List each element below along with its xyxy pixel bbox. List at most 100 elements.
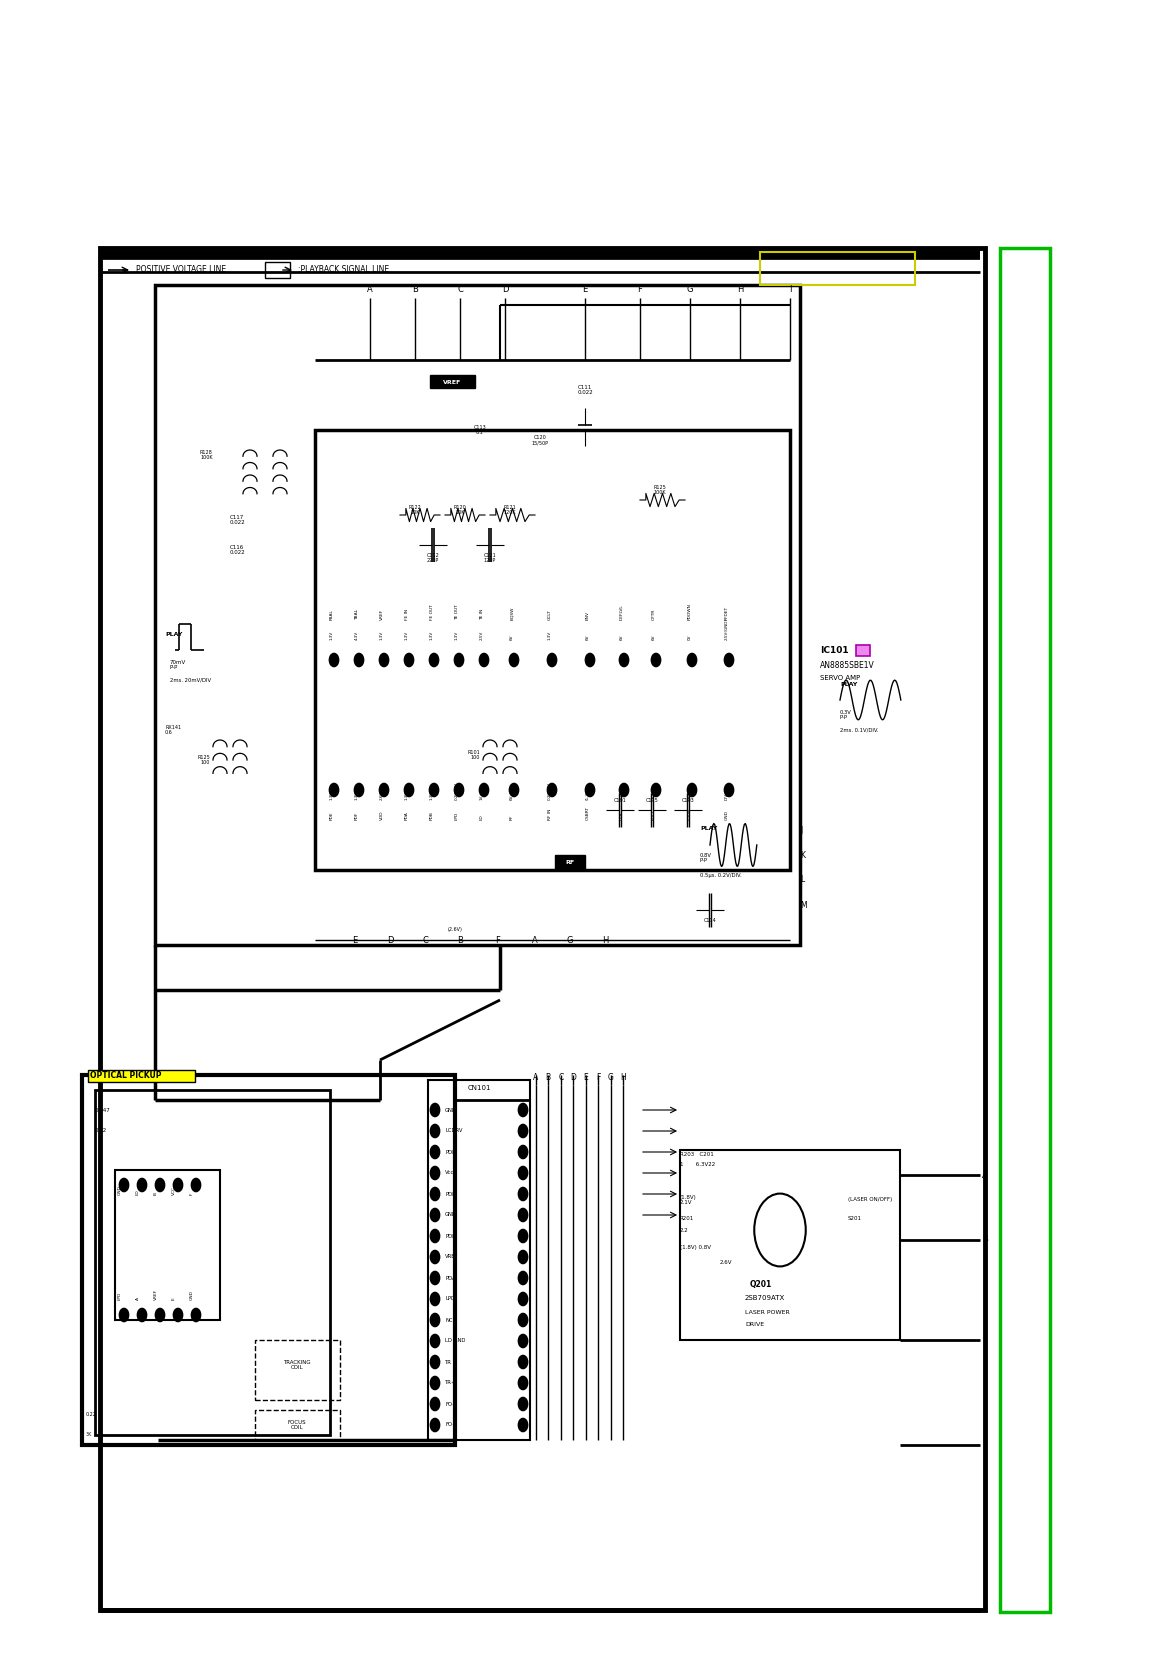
Circle shape xyxy=(518,1124,528,1137)
Text: CSBRT: CSBRT xyxy=(586,806,590,819)
Circle shape xyxy=(518,1293,528,1306)
Circle shape xyxy=(431,1314,440,1327)
Text: 1.3V: 1.3V xyxy=(431,631,434,640)
Circle shape xyxy=(431,1167,440,1180)
Bar xyxy=(428,1081,530,1440)
Circle shape xyxy=(429,654,439,667)
Text: (1.8V)
2.1V: (1.8V) 2.1V xyxy=(680,1195,697,1205)
Text: PDOWN: PDOWN xyxy=(688,602,691,621)
Text: E: E xyxy=(583,286,587,295)
Text: C103: C103 xyxy=(682,798,694,803)
Bar xyxy=(1000,248,1049,1612)
Text: OPTICAL PICKUP: OPTICAL PICKUP xyxy=(90,1071,161,1081)
Text: 1       6.3V22: 1 6.3V22 xyxy=(680,1162,715,1167)
Circle shape xyxy=(119,1178,129,1192)
Text: DIV: DIV xyxy=(725,793,729,799)
Circle shape xyxy=(585,783,594,796)
Text: 1.3V: 1.3V xyxy=(431,791,434,799)
Circle shape xyxy=(548,783,557,796)
Circle shape xyxy=(429,783,439,796)
Text: A: A xyxy=(534,1074,538,1082)
Circle shape xyxy=(431,1293,440,1306)
Text: 6V: 6V xyxy=(510,634,514,640)
Bar xyxy=(255,1341,340,1400)
Text: LCDRV: LCDRV xyxy=(445,1129,462,1134)
Text: TE IN: TE IN xyxy=(480,609,484,621)
Circle shape xyxy=(619,654,628,667)
Bar xyxy=(555,856,585,871)
Text: NC: NC xyxy=(445,1317,453,1322)
Circle shape xyxy=(652,654,661,667)
Text: 1.3V: 1.3V xyxy=(405,631,410,640)
Circle shape xyxy=(652,783,661,796)
Text: Q201: Q201 xyxy=(750,1281,772,1289)
Text: G: G xyxy=(608,1074,614,1082)
Text: PDF: PDF xyxy=(445,1192,455,1197)
Text: GND: GND xyxy=(445,1107,456,1112)
Circle shape xyxy=(518,1167,528,1180)
Text: 1.3V: 1.3V xyxy=(548,631,552,640)
Circle shape xyxy=(431,1104,440,1117)
Text: R121
120K: R121 120K xyxy=(503,505,516,515)
Text: LD: LD xyxy=(480,814,484,819)
Text: A: A xyxy=(136,1298,140,1299)
Text: R122
10K: R122 10K xyxy=(408,505,421,515)
Text: R128
100K: R128 100K xyxy=(200,450,213,460)
Circle shape xyxy=(431,1187,440,1200)
Circle shape xyxy=(518,1334,528,1347)
Text: G: G xyxy=(687,286,694,295)
Text: D: D xyxy=(502,286,508,295)
Circle shape xyxy=(431,1377,440,1390)
Bar xyxy=(82,1076,455,1445)
Text: I: I xyxy=(789,286,791,295)
Circle shape xyxy=(329,654,338,667)
Text: 1.2V: 1.2V xyxy=(620,791,624,799)
Text: FO-: FO- xyxy=(445,1402,454,1407)
Bar xyxy=(99,248,985,1610)
Text: GND: GND xyxy=(445,1213,456,1218)
Circle shape xyxy=(431,1124,440,1137)
Text: DEFLVL: DEFLVL xyxy=(620,604,624,621)
Text: 0.047: 0.047 xyxy=(95,1107,111,1112)
Text: 2.6V: 2.6V xyxy=(380,791,384,799)
Circle shape xyxy=(518,1397,528,1410)
Text: C121
120P: C121 120P xyxy=(483,553,496,563)
Text: E: E xyxy=(352,935,358,945)
Circle shape xyxy=(431,1334,440,1347)
Text: R101
100: R101 100 xyxy=(467,750,480,760)
Text: 6V: 6V xyxy=(510,794,514,799)
Text: (2.6V): (2.6V) xyxy=(448,927,462,932)
Text: C111
0.022: C111 0.022 xyxy=(577,384,593,396)
Text: RF: RF xyxy=(510,814,514,819)
Text: C116
0.022: C116 0.022 xyxy=(230,544,246,556)
Text: 6V: 6V xyxy=(586,634,590,640)
Circle shape xyxy=(405,783,414,796)
Text: B: B xyxy=(545,1074,551,1082)
Text: VCC: VCC xyxy=(172,1187,175,1195)
Text: LD: LD xyxy=(136,1190,140,1195)
Text: F: F xyxy=(596,1074,600,1082)
Text: 1.3V: 1.3V xyxy=(405,791,410,799)
Text: 0.2V/DIV: 0.2V/DIV xyxy=(455,783,459,799)
Text: H: H xyxy=(601,935,608,945)
Text: PDB: PDB xyxy=(445,1150,456,1155)
Text: 2ms. 0.1V/DIV.: 2ms. 0.1V/DIV. xyxy=(840,728,879,733)
Text: M: M xyxy=(800,900,806,910)
Text: R203   C201: R203 C201 xyxy=(680,1152,714,1157)
Text: C: C xyxy=(422,935,428,945)
Text: LPD: LPD xyxy=(455,811,459,819)
Circle shape xyxy=(509,783,518,796)
Circle shape xyxy=(518,1314,528,1327)
Text: ENV: ENV xyxy=(586,611,590,621)
Text: BQSW: BQSW xyxy=(510,606,514,621)
Text: FO+: FO+ xyxy=(445,1423,456,1428)
Bar xyxy=(315,430,790,871)
Text: LD GND: LD GND xyxy=(445,1339,466,1344)
Text: 2.2: 2.2 xyxy=(680,1228,689,1233)
Circle shape xyxy=(480,783,489,796)
Text: PLAY: PLAY xyxy=(700,826,717,831)
Text: PLAY: PLAY xyxy=(165,632,183,637)
Text: S201: S201 xyxy=(848,1215,862,1220)
Circle shape xyxy=(173,1309,183,1322)
Circle shape xyxy=(518,1187,528,1200)
